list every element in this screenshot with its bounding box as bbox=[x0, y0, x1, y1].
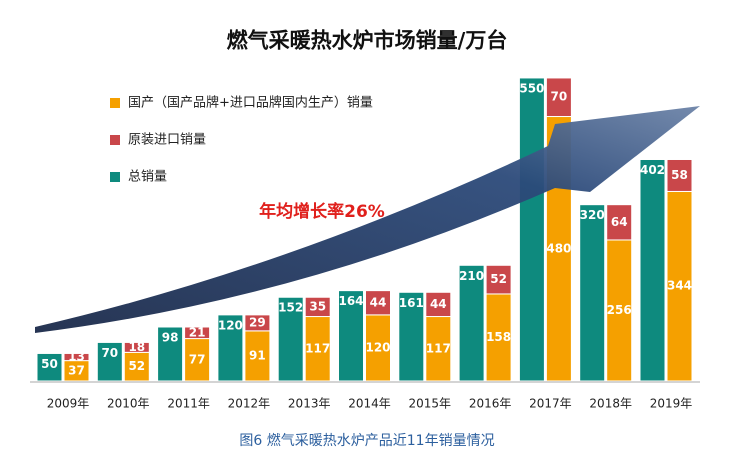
value-label: 164 bbox=[338, 294, 363, 308]
domestic-bar bbox=[304, 316, 331, 382]
value-label: 98 bbox=[162, 331, 179, 345]
x-tick-label: 2009年 bbox=[47, 397, 90, 411]
legend-label: 总销量 bbox=[128, 170, 167, 185]
import-bar bbox=[244, 314, 271, 332]
trend-arrow bbox=[35, 106, 700, 333]
import-bar bbox=[545, 77, 572, 118]
total-bar bbox=[338, 290, 364, 382]
value-label: 480 bbox=[546, 241, 571, 255]
x-tick-label: 2018年 bbox=[589, 397, 632, 411]
total-bar bbox=[579, 204, 606, 382]
value-label: 58 bbox=[671, 168, 688, 182]
value-label: 64 bbox=[611, 215, 628, 229]
value-label: 91 bbox=[249, 348, 266, 362]
import-bar bbox=[304, 296, 331, 318]
domestic-bar bbox=[485, 293, 512, 382]
total-bar bbox=[96, 341, 123, 382]
x-tick-label: 2013年 bbox=[288, 397, 331, 411]
import-bar bbox=[123, 341, 150, 353]
value-label: 29 bbox=[249, 315, 266, 329]
import-bar bbox=[365, 290, 391, 316]
total-bar bbox=[639, 158, 666, 382]
x-tick-label: 2015年 bbox=[409, 397, 452, 411]
domestic-bar bbox=[365, 314, 391, 382]
import-bar bbox=[666, 158, 693, 192]
value-label: 13 bbox=[68, 350, 85, 364]
value-label: 50 bbox=[41, 357, 58, 371]
value-label: 70 bbox=[101, 346, 118, 360]
import-bar bbox=[63, 352, 90, 362]
value-label: 35 bbox=[309, 299, 326, 313]
value-label: 320 bbox=[580, 208, 605, 222]
value-label: 120 bbox=[365, 340, 390, 354]
x-tick-label: 2019年 bbox=[650, 397, 693, 411]
import-bar bbox=[184, 326, 211, 340]
x-tick-label: 2010年 bbox=[107, 397, 150, 411]
domestic-bar bbox=[184, 338, 211, 382]
value-label: 18 bbox=[128, 340, 145, 354]
x-tick-label: 2011年 bbox=[167, 397, 210, 411]
value-label: 44 bbox=[370, 295, 387, 309]
value-label: 158 bbox=[486, 330, 511, 344]
domestic-bar bbox=[425, 316, 452, 382]
value-label: 37 bbox=[68, 363, 85, 377]
x-tick-label: 2014年 bbox=[348, 397, 391, 411]
total-bar bbox=[36, 352, 63, 382]
caption: 图6 燃气采暖热水炉产品近11年销量情况 bbox=[239, 432, 494, 449]
legend-swatch bbox=[110, 98, 120, 108]
legend-swatch bbox=[110, 172, 120, 182]
total-bar bbox=[518, 77, 545, 382]
domestic-bar bbox=[666, 190, 693, 382]
value-label: 52 bbox=[490, 272, 507, 286]
value-label: 550 bbox=[519, 81, 544, 95]
total-bar bbox=[398, 291, 425, 382]
value-label: 161 bbox=[399, 296, 424, 310]
value-label: 117 bbox=[305, 341, 330, 355]
total-bar bbox=[217, 314, 244, 382]
legend-label: 原装进口销量 bbox=[128, 133, 206, 148]
total-bar bbox=[458, 264, 485, 382]
value-label: 70 bbox=[551, 90, 568, 104]
value-label: 152 bbox=[278, 301, 303, 315]
total-bar bbox=[277, 296, 304, 382]
legend-swatch bbox=[110, 135, 120, 145]
import-bar bbox=[606, 204, 633, 241]
annotation: 年均增长率26% bbox=[259, 201, 385, 222]
value-label: 256 bbox=[607, 303, 632, 317]
x-tick-label: 2016年 bbox=[469, 397, 512, 411]
value-label: 117 bbox=[426, 341, 451, 355]
domestic-bar bbox=[606, 239, 633, 382]
chart-title: 燃气采暖热水炉市场销量/万台 bbox=[227, 28, 508, 53]
import-bar bbox=[425, 291, 452, 318]
value-label: 402 bbox=[640, 163, 665, 177]
import-bar bbox=[485, 264, 512, 295]
domestic-bar bbox=[123, 351, 150, 382]
value-label: 44 bbox=[430, 297, 447, 311]
value-label: 210 bbox=[459, 269, 484, 283]
x-tick-label: 2017年 bbox=[529, 397, 572, 411]
value-label: 77 bbox=[189, 352, 206, 366]
value-label: 52 bbox=[128, 359, 145, 373]
total-bar bbox=[157, 326, 184, 382]
value-label: 120 bbox=[218, 318, 243, 332]
x-tick-label: 2012年 bbox=[228, 397, 271, 411]
value-label: 344 bbox=[667, 279, 692, 293]
value-label: 21 bbox=[189, 325, 206, 339]
legend-label: 国产（国产品牌+进口品牌国内生产）销量 bbox=[128, 95, 373, 111]
